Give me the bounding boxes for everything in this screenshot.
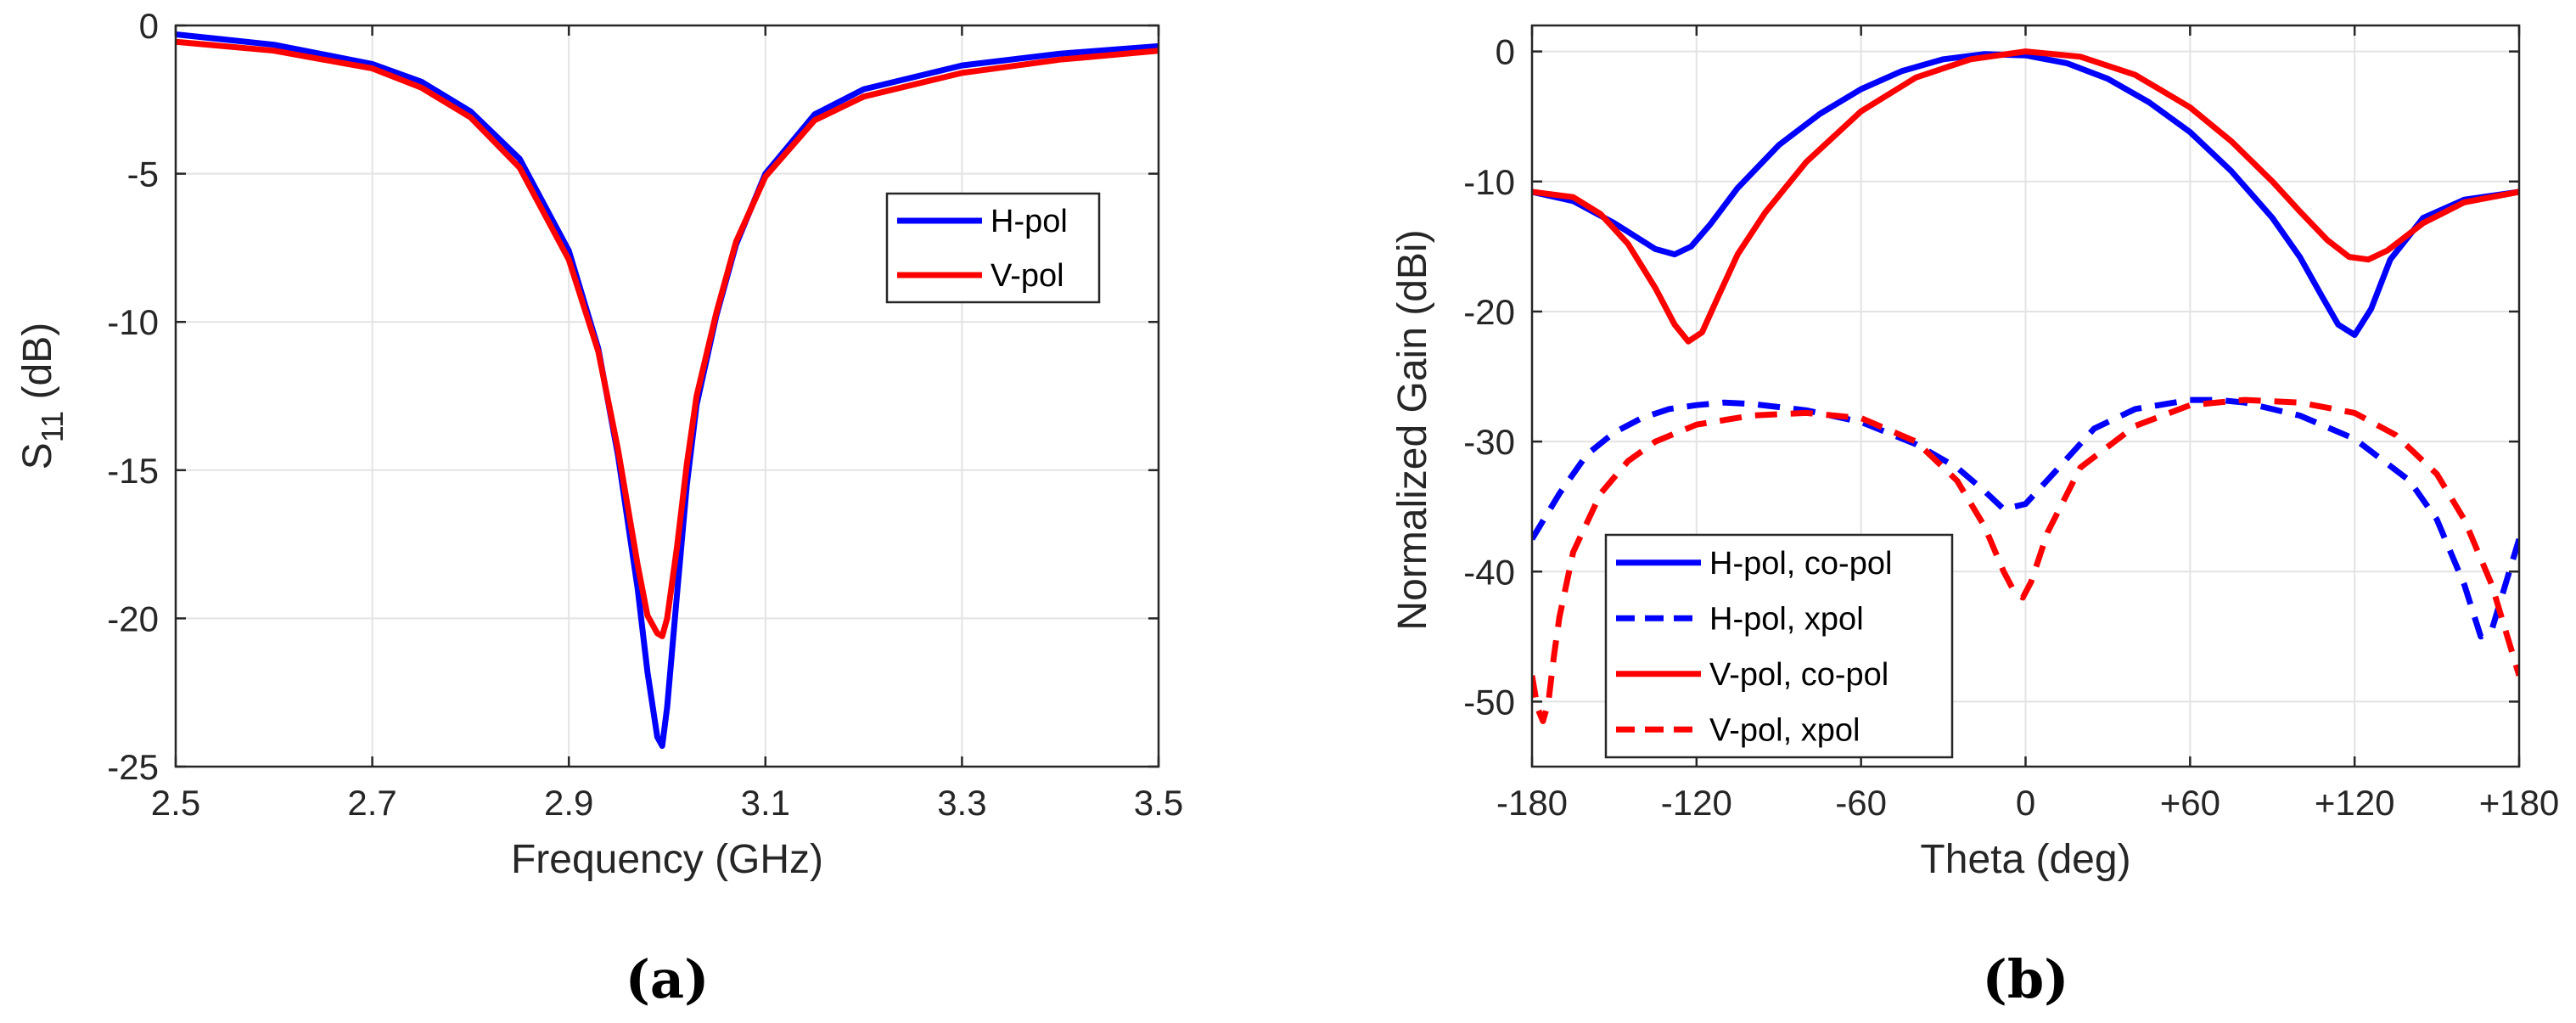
legend: H-pol V-pol [885, 192, 1101, 304]
y-tick-label: -50 [1463, 682, 1515, 722]
chart-panel-b: -180 -120 -60 0 +60 +120 +1800-10-20-30-40-50 … [1390, 24, 2559, 1010]
y-tick-label: -20 [107, 599, 159, 638]
x-tick-label: 2.7 [347, 783, 396, 823]
legend-box [885, 192, 1101, 304]
legend-label-v-pol-xpol: V-pol, xpol [1709, 712, 1860, 748]
x-tick-label: +120 [2315, 783, 2395, 823]
legend: H-pol, co-pol H-pol, xpol V-pol, co-pol V-p… [1604, 533, 1954, 759]
legend-label-v-pol: V-pol [991, 258, 1064, 294]
panel-label-a: (a) [626, 948, 710, 1010]
y-axis-label-subscript: 11 [35, 411, 70, 442]
legend-label-v-pol-co-pol: V-pol, co-pol [1709, 657, 1889, 693]
x-tick-label: 2.9 [544, 783, 593, 823]
series-line-v-pol-co-pol [1532, 48, 2519, 345]
y-axis-label: S11 (dB) [15, 323, 70, 469]
y-tick-label: -5 [127, 155, 159, 194]
legend-label-h-pol-xpol: H-pol, xpol [1709, 601, 1864, 637]
grid [175, 25, 1159, 767]
panel-label-b: (b) [1982, 948, 2068, 1010]
series-group [176, 31, 1159, 750]
x-tick-label: 3.1 [741, 783, 790, 823]
y-tick-label: 0 [139, 6, 159, 46]
y-axis-label: Normalized Gain (dBi) [1390, 229, 1435, 630]
y-tick-label: -30 [1463, 422, 1515, 462]
x-tick-label: +180 [2479, 783, 2560, 823]
y-tick-label: 0 [1496, 32, 1515, 72]
series-line-h-pol-co-pol [1532, 51, 2519, 338]
y-tick-label: -10 [107, 302, 159, 342]
x-tick-label: -120 [1661, 783, 1732, 823]
plot-frame [174, 24, 1160, 768]
x-axis-label: Frequency (GHz) [511, 837, 823, 882]
x-tick-label: 2.5 [151, 783, 200, 823]
series-line-h-pol-xpol [1532, 396, 2519, 640]
tick-labels: -180 -120 -60 0 +60 +120 +180 0 -10 -20 -30 -40 -50 [1463, 25, 2559, 823]
y-tick-label: -15 [107, 451, 159, 491]
y-axis-label-units: (dB) [15, 323, 60, 411]
y-tick-label: -25 [107, 747, 159, 787]
legend-box [1604, 533, 1954, 759]
x-tick-label: -60 [1835, 783, 1887, 823]
x-tick-label: +60 [2160, 783, 2220, 823]
chart-panel-a: 2.5 2.7 2.9 3.1 3.3 3.5 0 -5 -10 -15 -20 -25 Freque… [15, 6, 1183, 1010]
x-tick-label: -180 [1496, 783, 1568, 823]
y-tick-label: -40 [1463, 552, 1515, 592]
y-tick-label: -10 [1463, 162, 1515, 202]
x-tick-label: 3.3 [937, 783, 986, 823]
series-line-v-pol [176, 38, 1159, 639]
y-tick-label: -20 [1463, 292, 1515, 332]
x-tick-label: 0 [2016, 783, 2035, 823]
x-axis-label: Theta (deg) [1920, 837, 2130, 882]
y-axis-label-main: S [15, 442, 60, 469]
series-line-h-pol [176, 31, 1159, 750]
x-tick-label: 3.5 [1134, 783, 1183, 823]
series-group [1532, 48, 2519, 724]
legend-label-h-pol: H-pol [991, 204, 1068, 239]
tick-labels: 2.5 2.7 2.9 3.1 3.3 3.5 0 -5 -10 -15 -20 -25 [107, 6, 1183, 823]
legend-label-h-pol-co-pol: H-pol, co-pol [1709, 546, 1892, 582]
